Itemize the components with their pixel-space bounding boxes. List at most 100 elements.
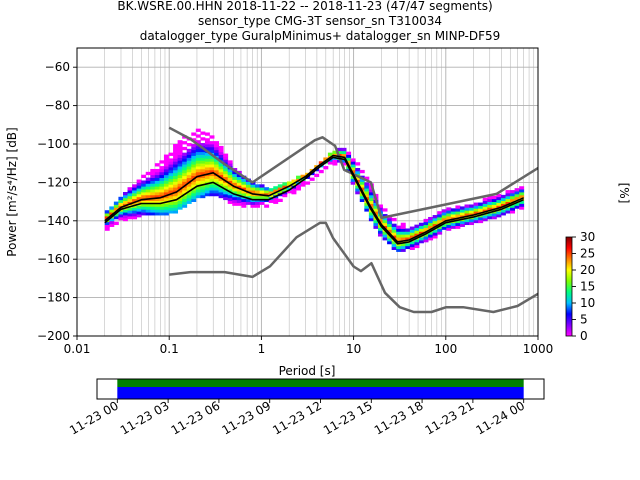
histogram-cell (168, 175, 174, 179)
histogram-cell (450, 222, 456, 226)
histogram-cell (223, 193, 229, 198)
histogram-cell (173, 187, 179, 191)
histogram-cell (186, 197, 192, 202)
histogram-cell (200, 168, 206, 173)
histogram-cell (195, 148, 201, 153)
histogram-cell (173, 149, 179, 154)
histogram-cell (418, 240, 424, 244)
histogram-cell (405, 231, 411, 235)
histogram-cell (491, 198, 497, 202)
histogram-cell (177, 171, 183, 176)
histogram-cell (204, 138, 210, 142)
histogram-cell (136, 208, 142, 212)
histogram-cell (186, 166, 192, 170)
histogram-cell (514, 196, 520, 201)
histogram-cell (136, 191, 142, 195)
histogram-cell (191, 149, 197, 154)
histogram-cell (368, 200, 374, 204)
histogram-cell (195, 128, 201, 132)
histogram-cell (136, 211, 142, 215)
histogram-cell (150, 206, 156, 210)
histogram-cell (177, 145, 183, 150)
histogram-cell (154, 183, 160, 187)
histogram-cell (195, 168, 201, 173)
y-tick-label: −140 (37, 214, 70, 228)
histogram-cell (145, 194, 151, 199)
histogram-cell (332, 162, 338, 166)
histogram-cell (132, 192, 138, 197)
histogram-cell (514, 193, 520, 198)
histogram-cell (396, 245, 402, 250)
histogram-cell (200, 154, 206, 158)
histogram-cell (487, 198, 493, 202)
histogram-cell (209, 155, 215, 159)
histogram-cell (428, 222, 434, 226)
histogram-cell (405, 242, 411, 247)
histogram-cell (259, 201, 265, 205)
histogram-cell (473, 211, 479, 215)
histogram-cell (173, 161, 179, 165)
histogram-cell (377, 218, 383, 223)
histogram-cell (182, 169, 188, 174)
histogram-cell (204, 132, 210, 136)
histogram-cell (191, 161, 197, 165)
histogram-cell (195, 166, 201, 170)
histogram-cell (245, 187, 251, 191)
histogram-cell (200, 157, 206, 161)
histogram-cell (500, 203, 506, 207)
histogram-cell (195, 163, 201, 167)
histogram-cell (327, 161, 333, 165)
histogram-cell (204, 167, 210, 171)
histogram-cell (227, 180, 233, 184)
histogram-cell (154, 206, 160, 210)
histogram-cell (182, 178, 188, 182)
histogram-cell (337, 159, 342, 163)
histogram-cell (132, 207, 138, 211)
histogram-cell (223, 156, 229, 160)
histogram-cell (373, 205, 379, 209)
histogram-cell (368, 194, 374, 199)
histogram-cell (173, 195, 179, 200)
histogram-cell (305, 181, 311, 185)
coverage-tick-label: 11-24 00 (473, 398, 527, 437)
histogram-cell (359, 195, 365, 200)
histogram-cell (282, 188, 288, 192)
histogram-cell (154, 163, 160, 167)
histogram-cell (245, 195, 251, 200)
histogram-cell (482, 215, 488, 219)
histogram-cell (364, 185, 370, 189)
histogram-cell (264, 195, 270, 200)
histogram-cell (409, 226, 415, 230)
histogram-cell (177, 180, 183, 184)
histogram-cell (159, 160, 165, 164)
histogram-cell (255, 190, 260, 194)
histogram-cell (200, 194, 206, 199)
figure-title: BK.WSRE.00.HHN 2018-11-22 -- 2018-11-23 … (117, 0, 500, 43)
x-tick-label: 10 (346, 342, 361, 356)
histogram-cell (191, 184, 197, 188)
histogram-cell (450, 214, 456, 218)
histogram-cell (173, 144, 179, 148)
histogram-cell (127, 195, 133, 200)
histogram-cell (473, 205, 479, 209)
histogram-cell (218, 151, 224, 155)
histogram-cell (173, 184, 179, 188)
histogram-cell (127, 190, 133, 194)
colorbar-tick-label: 30 (580, 230, 595, 244)
histogram-cell (118, 199, 124, 203)
histogram-cell (382, 214, 388, 218)
histogram-cell (150, 194, 156, 199)
histogram-cell (209, 161, 215, 165)
histogram-cell (200, 177, 206, 181)
histogram-cell (122, 215, 128, 219)
histogram-cell (409, 243, 415, 248)
histogram-cell (341, 159, 347, 163)
histogram-cell (204, 169, 210, 174)
x-tick-label: 0.1 (160, 342, 179, 356)
histogram-cell (519, 206, 525, 210)
histogram-cell (127, 198, 133, 202)
histogram-cell (214, 152, 220, 156)
histogram-cell (227, 168, 233, 173)
histogram-cell (141, 212, 147, 216)
histogram-cell (223, 176, 229, 180)
